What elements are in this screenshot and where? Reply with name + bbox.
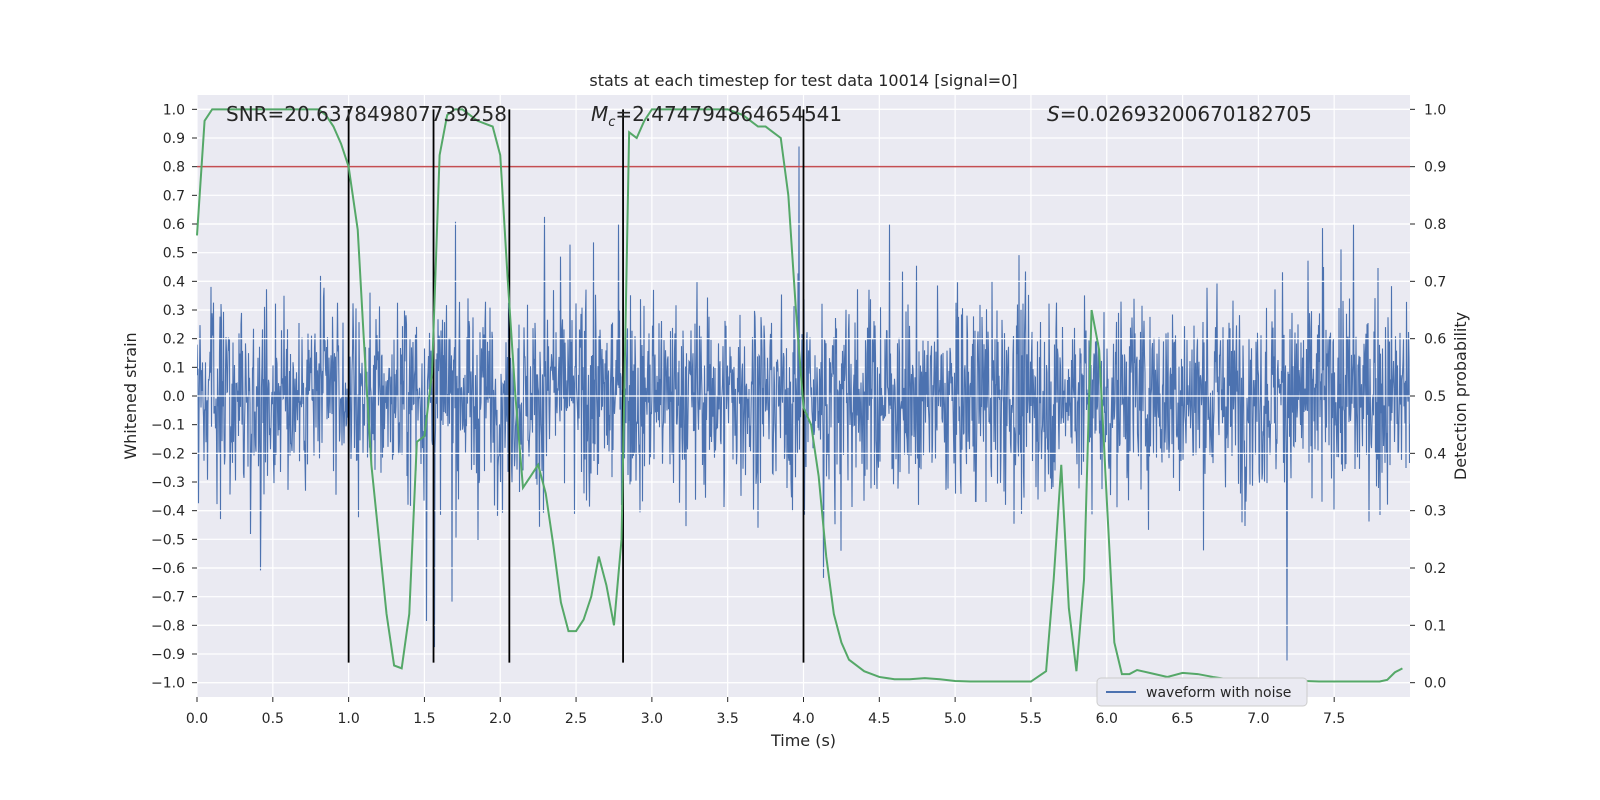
chirp-mass-annotation: Mc=2.474794864654541 — [591, 102, 842, 130]
x-tick-label: 3.5 — [717, 711, 739, 727]
x-tick-label: 1.0 — [337, 711, 359, 727]
y-right-tick-label: 0.9 — [1424, 160, 1446, 176]
y-tick-label: −0.4 — [151, 504, 185, 520]
x-tick-label: 6.5 — [1171, 711, 1193, 727]
y-right-axis-ticks: 1.0 0.9 0.8 0.7 0.6 0.5 0.4 0.3 0.2 0.1 0.0 — [1410, 102, 1446, 692]
mc-subscript: c — [608, 115, 615, 130]
y-right-tick-label: 0.2 — [1424, 561, 1446, 577]
y-right-tick-label: 0.8 — [1424, 217, 1446, 233]
y-tick-label: 0.8 — [163, 160, 185, 176]
x-axis-ticks: 0.0 0.5 1.0 1.5 2.0 2.5 3.0 3.5 4.0 4.5 5.0 5.5 6.0 6… — [186, 697, 1345, 727]
x-tick-label: 4.0 — [792, 711, 814, 727]
y-tick-label: 0.2 — [163, 332, 185, 348]
s-annotation: S=0.02693200670182705 — [1047, 102, 1312, 126]
x-tick-label: 1.5 — [413, 711, 435, 727]
x-tick-label: 2.0 — [489, 711, 511, 727]
y-tick-label: −0.1 — [151, 418, 185, 434]
y-tick-label: −0.3 — [151, 475, 185, 491]
y-tick-label: −0.6 — [151, 561, 185, 577]
y-right-axis-label: Detection probability — [1451, 312, 1470, 480]
y-tick-label: −1.0 — [151, 676, 185, 692]
y-right-tick-label: 0.1 — [1424, 618, 1446, 634]
y-tick-label: −0.2 — [151, 446, 185, 462]
y-tick-label: 1.0 — [163, 102, 185, 118]
x-tick-label: 7.0 — [1247, 711, 1269, 727]
s-value: =0.02693200670182705 — [1060, 102, 1312, 126]
mc-symbol: M — [591, 102, 608, 126]
y-right-tick-label: 0.0 — [1424, 676, 1446, 692]
y-tick-label: 0.5 — [163, 246, 185, 262]
y-tick-label: −0.8 — [151, 618, 185, 634]
detection-probability-line — [196, 108, 1403, 683]
x-tick-label: 7.5 — [1323, 711, 1345, 727]
y-tick-label: 0.1 — [163, 360, 185, 376]
y-axis-label: Whitened strain — [121, 332, 140, 459]
y-right-tick-label: 1.0 — [1424, 102, 1446, 118]
snr-annotation: SNR=20.637849807739258 — [226, 102, 507, 126]
x-tick-label: 3.0 — [641, 711, 663, 727]
y-tick-label: −0.9 — [151, 647, 185, 663]
mc-value: =2.474794864654541 — [615, 102, 842, 126]
x-tick-label: 5.5 — [1020, 711, 1042, 727]
x-tick-label: 0.5 — [262, 711, 284, 727]
x-axis-label: Time (s) — [770, 731, 836, 750]
y-right-tick-label: 0.7 — [1424, 274, 1446, 290]
y-right-tick-label: 0.6 — [1424, 332, 1446, 348]
legend: waveform with noise — [1096, 677, 1308, 707]
y-tick-label: −0.7 — [151, 590, 185, 606]
y-tick-label: 0.7 — [163, 188, 185, 204]
y-right-tick-label: 0.5 — [1424, 389, 1446, 405]
y-tick-label: 0.9 — [163, 131, 185, 147]
vertical-markers — [347, 109, 805, 663]
y-tick-label: 0.0 — [163, 389, 185, 405]
x-tick-label: 2.5 — [565, 711, 587, 727]
x-tick-label: 6.0 — [1096, 711, 1118, 727]
legend-box — [1096, 677, 1308, 707]
y-right-tick-label: 0.3 — [1424, 504, 1446, 520]
s-symbol: S — [1047, 102, 1060, 126]
x-tick-label: 0.0 — [186, 711, 208, 727]
legend-label: waveform with noise — [1146, 685, 1291, 701]
y-tick-label: 0.6 — [163, 217, 185, 233]
chart-title: stats at each timestep for test data 100… — [589, 71, 1017, 90]
y-tick-label: 0.4 — [163, 274, 185, 290]
x-tick-label: 4.5 — [868, 711, 890, 727]
y-axis-ticks: 1.0 0.9 0.8 0.7 0.6 0.5 0.4 0.3 0.2 0.1 0.0 −0.1 −0.… — [151, 102, 197, 692]
y-tick-label: −0.5 — [151, 532, 185, 548]
y-tick-label: 0.3 — [163, 303, 185, 319]
y-right-tick-label: 0.4 — [1424, 446, 1446, 462]
x-tick-label: 5.0 — [944, 711, 966, 727]
